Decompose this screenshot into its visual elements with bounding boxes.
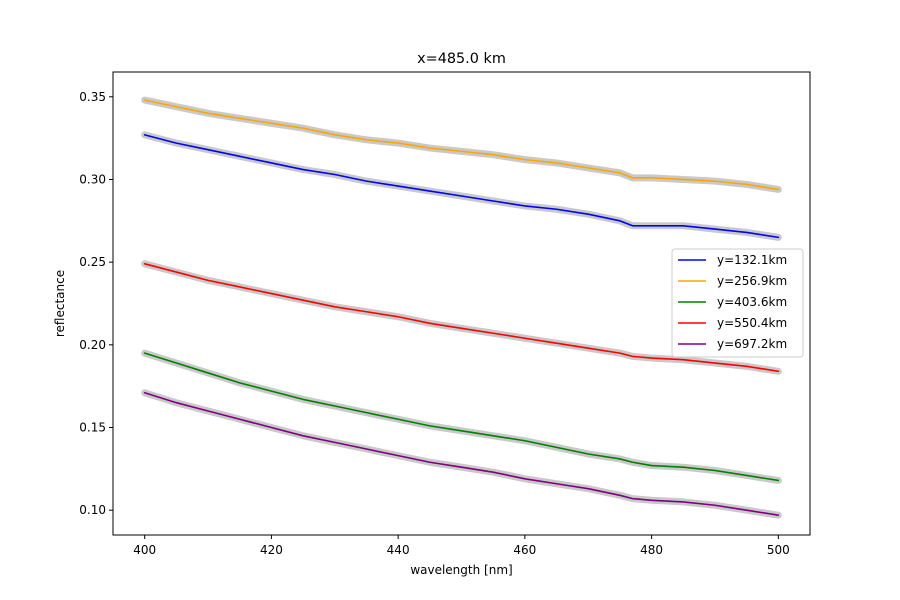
series-line-3 bbox=[143, 352, 780, 482]
legend: y=132.1km y=256.9km y=403.6km y=550.4km y=69… bbox=[671, 248, 804, 358]
y-tick-label: 0.20 bbox=[79, 338, 106, 352]
series-lines bbox=[143, 99, 780, 516]
x-tick-label: 480 bbox=[640, 543, 663, 557]
x-tick-label: 420 bbox=[260, 543, 283, 557]
series-line-1 bbox=[143, 134, 780, 239]
x-tick-label: 500 bbox=[767, 543, 790, 557]
y-axis: 0.10 0.15 0.20 0.25 0.30 0.35 bbox=[79, 90, 113, 517]
legend-label: y=132.1km bbox=[717, 253, 787, 267]
y-tick-label: 0.25 bbox=[79, 255, 106, 269]
legend-label: y=256.9km bbox=[717, 274, 787, 288]
series-line-5 bbox=[143, 391, 780, 516]
x-tick-label: 460 bbox=[513, 543, 536, 557]
y-axis-label: reflectance bbox=[53, 270, 67, 337]
y-tick-label: 0.35 bbox=[79, 90, 106, 104]
series-line-2 bbox=[143, 99, 780, 191]
x-axis-label: wavelength [nm] bbox=[410, 563, 512, 577]
x-tick-label: 440 bbox=[387, 543, 410, 557]
x-axis: 400 420 440 460 480 500 bbox=[133, 535, 790, 557]
legend-box bbox=[671, 248, 804, 358]
x-tick-label: 400 bbox=[133, 543, 156, 557]
legend-label: y=403.6km bbox=[717, 295, 787, 309]
plot-area-frame bbox=[112, 71, 811, 536]
chart-title: x=485.0 km bbox=[417, 51, 506, 67]
y-tick-label: 0.15 bbox=[79, 421, 106, 435]
y-tick-label: 0.10 bbox=[79, 503, 106, 517]
legend-label: y=550.4km bbox=[717, 316, 787, 330]
series-line-4 bbox=[143, 263, 780, 373]
y-tick-label: 0.30 bbox=[79, 172, 106, 186]
legend-label: y=697.2km bbox=[717, 337, 787, 351]
